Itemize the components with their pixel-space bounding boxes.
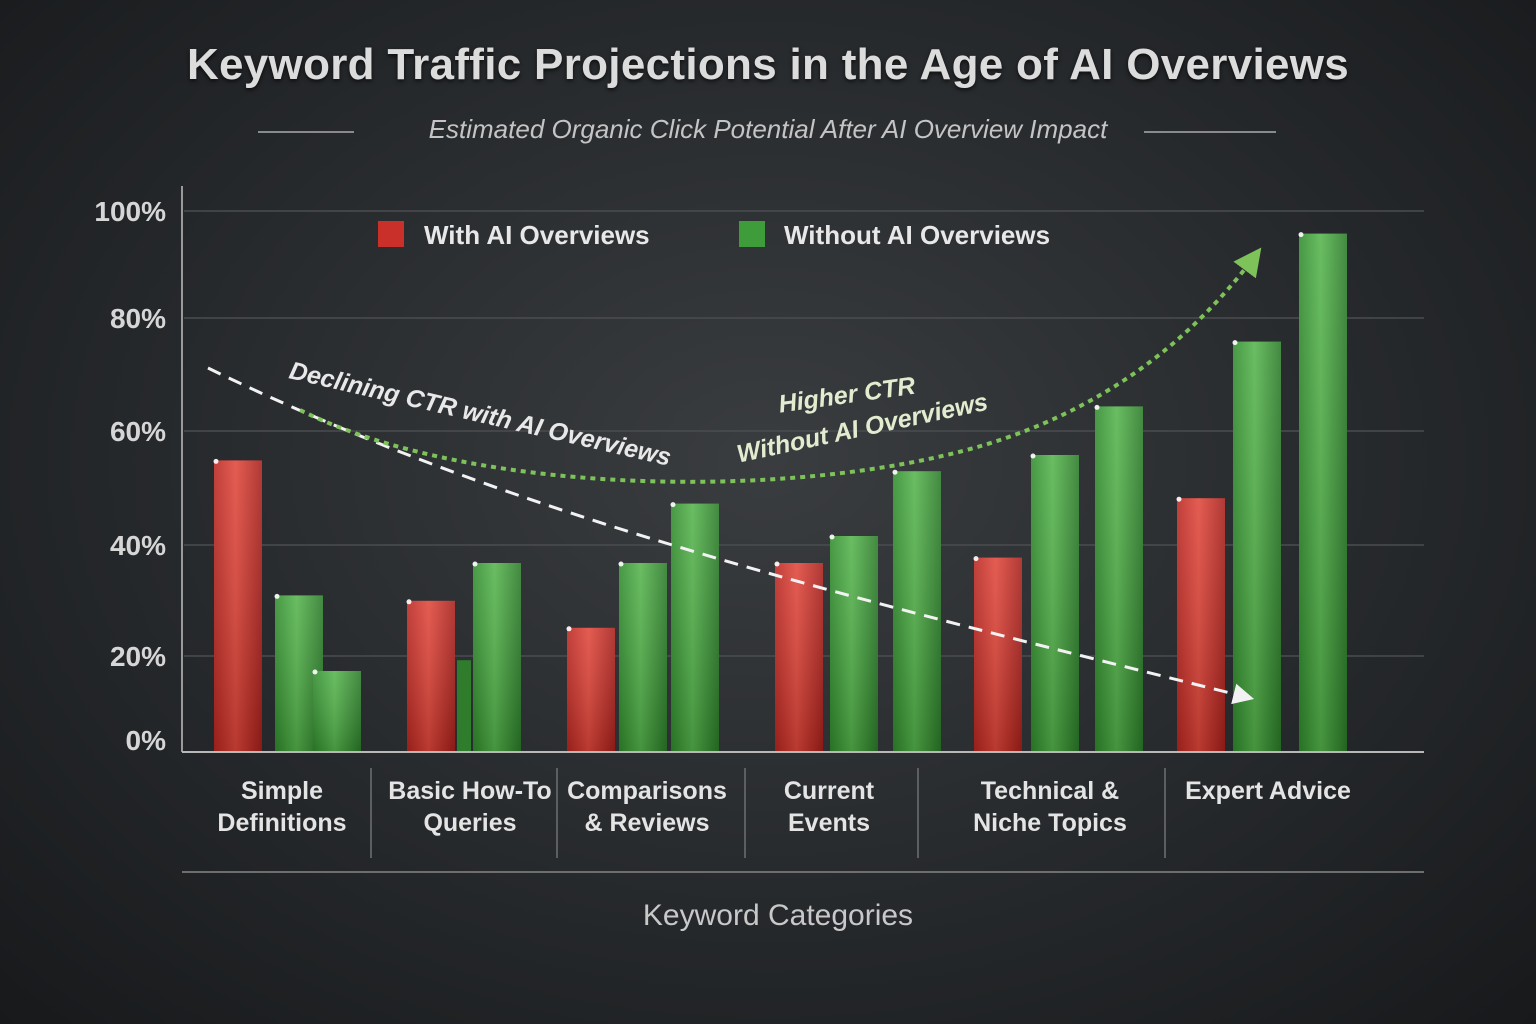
bar-highlight bbox=[406, 599, 412, 605]
bar-highlight bbox=[312, 669, 318, 675]
higher-trend-arrow bbox=[299, 247, 1262, 484]
category-label: Queries bbox=[423, 809, 516, 837]
category-label: Definitions bbox=[217, 809, 346, 837]
bar-highlight bbox=[566, 626, 572, 632]
bar-highlight bbox=[1176, 496, 1182, 502]
y-tick-label: 0% bbox=[126, 725, 167, 756]
bar-shade bbox=[1299, 233, 1347, 753]
category-labels: Simple Definitions Basic How-To Queries Comp… bbox=[217, 777, 1351, 837]
category-label: Niche Topics bbox=[973, 809, 1127, 837]
bar-shade bbox=[893, 471, 941, 752]
bar-shade bbox=[313, 671, 361, 752]
bar-highlight bbox=[1030, 453, 1036, 459]
legend-swatch-without-ai bbox=[739, 221, 765, 247]
bar-highlight bbox=[1232, 340, 1238, 346]
bar-highlight bbox=[1094, 404, 1100, 410]
y-tick-label: 20% bbox=[110, 641, 166, 672]
bar-shade bbox=[830, 536, 878, 752]
subtitle-rule-right bbox=[1144, 131, 1276, 133]
page-subtitle: Estimated Organic Click Potential After … bbox=[428, 114, 1108, 144]
bar-shade bbox=[1095, 406, 1143, 752]
bar-shade bbox=[473, 563, 521, 752]
bar-highlight bbox=[774, 561, 780, 567]
y-tick-label: 100% bbox=[94, 196, 166, 227]
bar-shade bbox=[619, 563, 667, 752]
bar-shade bbox=[567, 627, 615, 752]
y-tick-label: 40% bbox=[110, 530, 166, 561]
bar-shade bbox=[671, 503, 719, 752]
category-label: Current bbox=[784, 777, 875, 805]
category-label: Simple bbox=[241, 777, 323, 805]
category-label: Comparisons bbox=[567, 777, 727, 805]
bar-highlight bbox=[472, 561, 478, 567]
bar-highlight bbox=[213, 458, 219, 464]
subtitle-rule-left bbox=[258, 131, 354, 133]
x-axis-title: Keyword Categories bbox=[643, 899, 913, 932]
bar-highlight bbox=[274, 593, 280, 599]
bar-shade bbox=[214, 460, 262, 752]
legend-swatch-with-ai bbox=[378, 221, 404, 247]
category-label: Expert Advice bbox=[1185, 777, 1351, 805]
bar-shade bbox=[407, 600, 455, 752]
bar-shade bbox=[1177, 498, 1225, 752]
category-label: Events bbox=[788, 809, 870, 837]
bar-shade bbox=[1031, 455, 1079, 752]
y-tick-labels: 0% 20% 40% 60% 80% 100% bbox=[94, 196, 166, 756]
y-tick-label: 60% bbox=[110, 416, 166, 447]
y-tick-label: 80% bbox=[110, 303, 166, 334]
bar-highlight bbox=[618, 561, 624, 567]
category-dividers bbox=[370, 768, 1166, 858]
category-label: & Reviews bbox=[584, 809, 709, 837]
declining-trend-arrow bbox=[207, 366, 1255, 705]
bar-shade bbox=[1233, 341, 1281, 752]
bar-highlight bbox=[892, 469, 898, 475]
legend: With AI Overviews Without AI Overviews bbox=[378, 220, 1050, 250]
annotation-declining: Declining CTR with AI Overviews bbox=[287, 357, 674, 472]
bars bbox=[213, 232, 1347, 753]
bar-highlight bbox=[1298, 232, 1304, 238]
legend-label-with-ai: With AI Overviews bbox=[424, 220, 650, 250]
category-label: Basic How-To bbox=[388, 777, 551, 805]
bar-highlight bbox=[973, 556, 979, 562]
page-title: Keyword Traffic Projections in the Age o… bbox=[186, 40, 1350, 89]
bar-shade bbox=[775, 563, 823, 752]
bar-highlight bbox=[670, 502, 676, 508]
bar-sliver bbox=[457, 660, 471, 752]
legend-label-without-ai: Without AI Overviews bbox=[784, 220, 1050, 250]
bar-highlight bbox=[829, 534, 835, 540]
category-label: Technical & bbox=[981, 777, 1119, 805]
bar-shade bbox=[974, 557, 1022, 752]
